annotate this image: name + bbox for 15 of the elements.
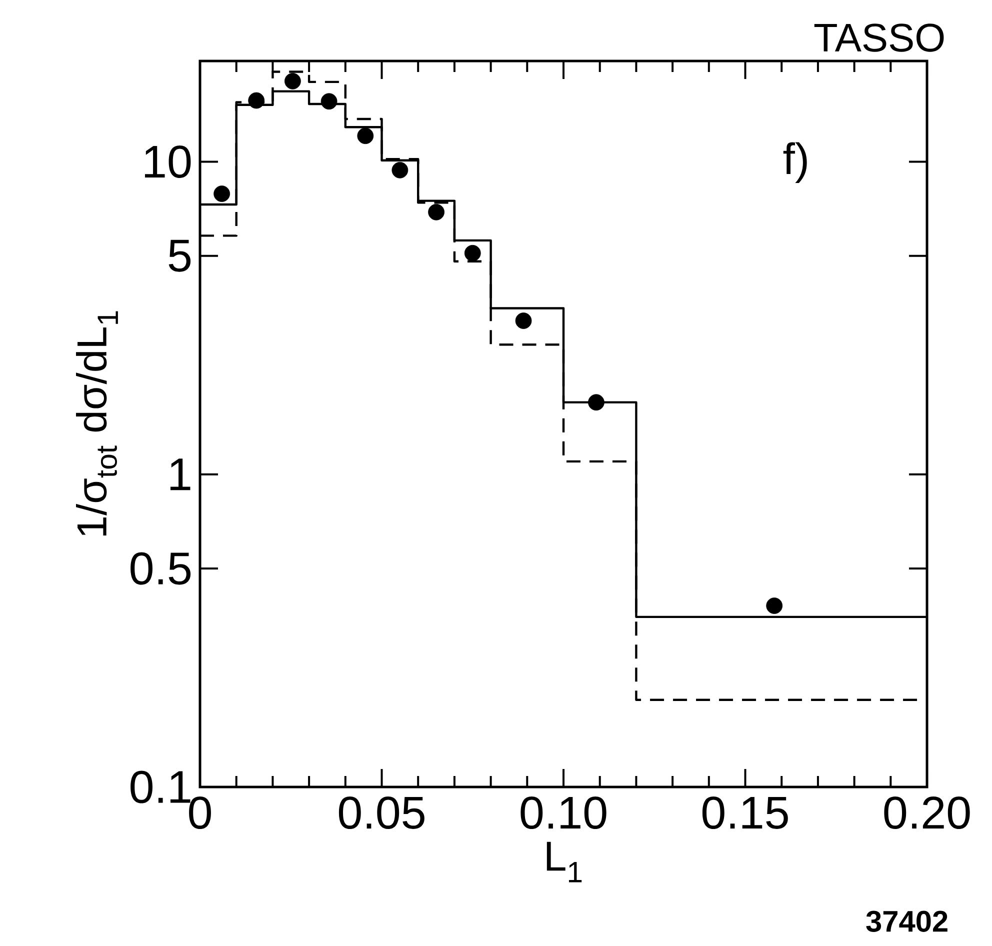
x-tick-label: 0.10: [520, 796, 606, 829]
chart-title: TASSO: [814, 24, 944, 52]
x-tick-label: 0.20: [884, 796, 970, 829]
x-tick-label: 0: [189, 796, 211, 829]
x-axis-title: L$_{1}$: [546, 842, 582, 882]
y-tick-label: 0.5: [130, 552, 191, 585]
y-tick-label: 1: [170, 458, 190, 490]
x-tick-label: 0.15: [702, 796, 788, 829]
text: 37402: [866, 910, 948, 932]
y-axis-title: 1/σ$_{tot}$ dσ/dL$_{1}$: [76, 311, 118, 536]
y-tick-label: 5: [168, 240, 191, 272]
annotation: f): [783, 142, 807, 184]
y-tick-label: 10: [144, 146, 191, 178]
x-tick-label: 0.05: [338, 796, 424, 829]
y-tick-label: 0.1: [130, 770, 190, 804]
